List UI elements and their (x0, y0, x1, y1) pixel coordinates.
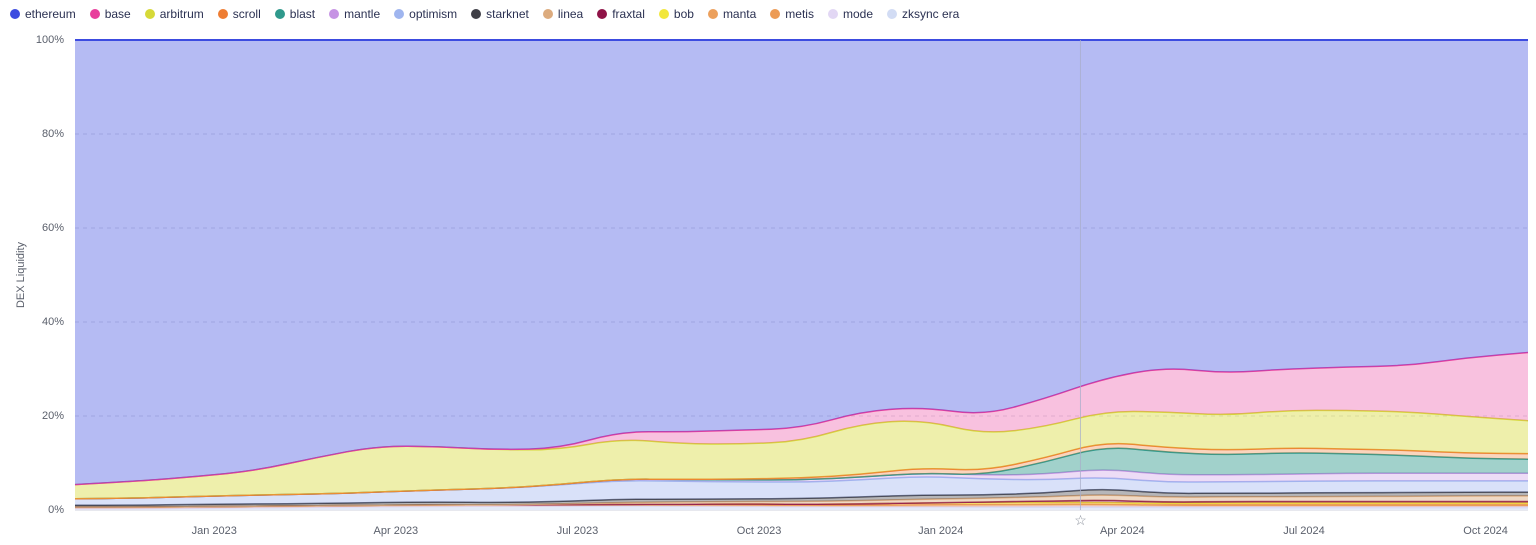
legend-item-metis[interactable]: metis (770, 8, 814, 20)
legend-label: zksync era (902, 7, 960, 21)
legend-item-starknet[interactable]: starknet (471, 8, 529, 20)
legend-item-ethereum[interactable]: ethereum (10, 8, 76, 20)
legend-dot-icon (770, 9, 781, 19)
legend-label: manta (722, 7, 757, 21)
legend-item-base[interactable]: base (89, 7, 131, 21)
legend-item-zksync-era[interactable]: zksync era (887, 8, 959, 20)
legend-dot-icon (10, 9, 20, 19)
legend-label: linea (557, 7, 584, 21)
legend-label: base (104, 7, 131, 21)
x-tick-Jan-2024: Jan 2024 (918, 525, 964, 537)
x-tick-Jul-2024: Jul 2024 (1283, 525, 1325, 537)
legend-item-mantle[interactable]: mantle (329, 8, 380, 20)
legend-label: mode (842, 7, 873, 21)
legend: ethereum base arbitrum scroll blast mantle opt… (10, 8, 959, 20)
legend-dot-icon (217, 9, 228, 19)
legend-dot-icon (887, 9, 897, 19)
legend-label: fraxtal (612, 7, 645, 21)
legend-dot-icon (707, 9, 718, 19)
legend-item-mode[interactable]: mode (827, 7, 873, 21)
area-ethereum[interactable] (75, 40, 1528, 485)
y-tick-40%: 40% (41, 316, 64, 328)
legend-label: mantle (344, 7, 381, 21)
x-tick-Oct-2024: Oct 2024 (1463, 525, 1508, 537)
legend-dot-icon (144, 9, 155, 19)
legend-item-fraxtal[interactable]: fraxtal (597, 8, 645, 20)
legend-label: optimism (409, 7, 458, 21)
legend-item-manta[interactable]: manta (707, 7, 757, 21)
legend-label: arbitrum (159, 7, 204, 21)
legend-item-linea[interactable]: linea (542, 7, 584, 21)
legend-dot-icon (471, 9, 482, 19)
legend-label: blast (289, 7, 316, 21)
legend-label: scroll (232, 7, 261, 21)
legend-label: ethereum (25, 7, 76, 21)
legend-dot-icon (542, 9, 553, 19)
x-tick-Oct-2023: Oct 2023 (736, 525, 782, 537)
x-tick-Apr-2024: Apr 2024 (1100, 525, 1145, 537)
line-scroll (74, 442, 1529, 500)
x-tick-Apr-2023: Apr 2023 (373, 525, 419, 537)
y-tick-0%: 0% (48, 504, 64, 516)
legend-dot-icon (274, 9, 285, 19)
area-mantle[interactable] (75, 470, 1528, 499)
legend-dot-icon (394, 9, 405, 19)
y-tick-20%: 20% (41, 410, 64, 422)
x-tick-Jul-2023: Jul 2023 (556, 525, 599, 537)
legend-item-scroll[interactable]: scroll (217, 7, 261, 21)
legend-dot-icon (597, 9, 608, 19)
y-tick-80%: 80% (41, 128, 64, 140)
legend-dot-icon (827, 9, 838, 19)
x-tick-Jan-2023: Jan 2023 (191, 525, 237, 537)
legend-dot-icon (89, 9, 100, 19)
line-base (74, 351, 1529, 486)
y-tick-60%: 60% (41, 222, 64, 234)
legend-label: starknet (486, 7, 529, 21)
area-base[interactable] (75, 352, 1528, 485)
legend-item-blast[interactable]: blast (274, 7, 316, 21)
line-linea (74, 494, 1528, 508)
area-optimism[interactable] (75, 476, 1528, 506)
area-blast[interactable] (75, 448, 1528, 499)
line-starknet (74, 488, 1528, 507)
line-mode (74, 505, 1528, 510)
legend-item-optimism[interactable]: optimism (394, 8, 457, 20)
legend-item-bob[interactable]: bob (658, 7, 694, 21)
legend-dot-icon (658, 9, 669, 19)
legend-dot-icon (329, 9, 340, 19)
star-marker-icon[interactable]: ☆ (1074, 512, 1087, 528)
y-tick-100%: 100% (35, 34, 64, 46)
area-arbitrum[interactable] (75, 410, 1528, 499)
y-axis-title: DEX Liquidity (15, 241, 27, 309)
legend-item-arbitrum[interactable]: arbitrum (144, 7, 204, 21)
legend-label: bob (673, 7, 694, 21)
legend-label: metis (785, 7, 814, 21)
area-linea[interactable] (75, 495, 1528, 508)
